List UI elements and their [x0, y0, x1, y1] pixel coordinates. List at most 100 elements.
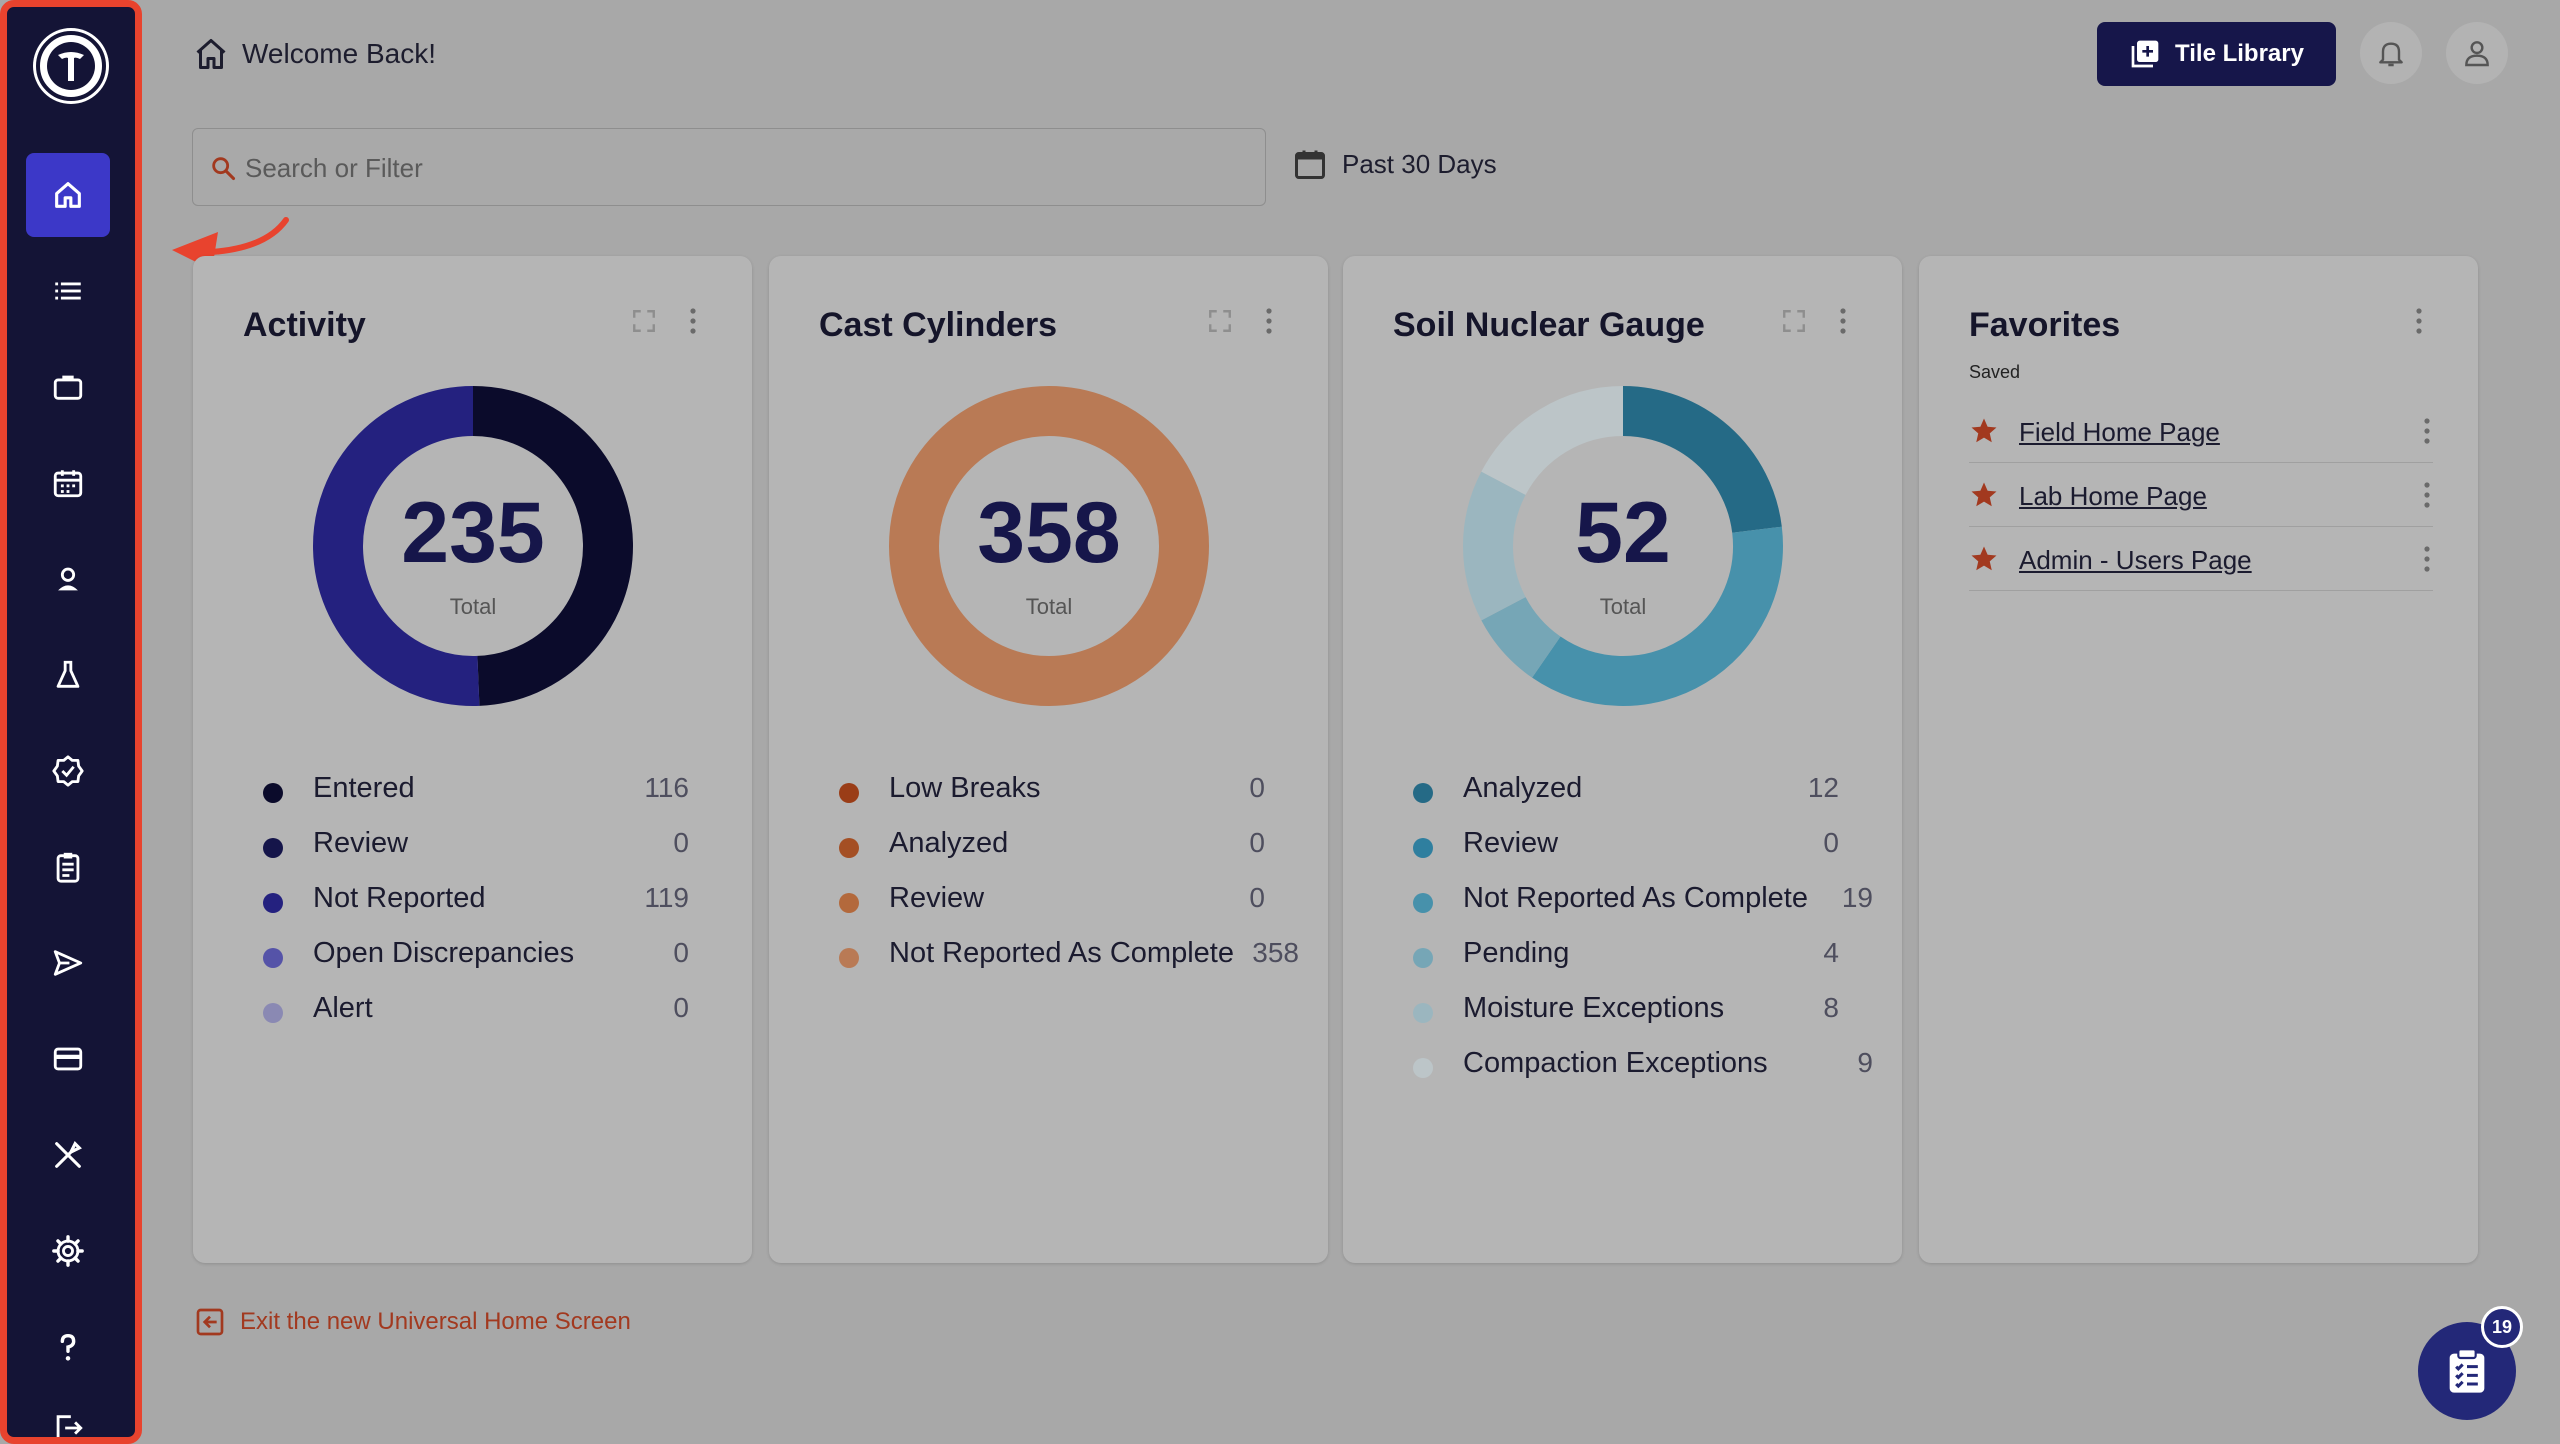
sidebar-item-tools[interactable] — [26, 1113, 110, 1197]
sidebar-item-list[interactable] — [26, 249, 110, 333]
legend-item[interactable]: Analyzed 0 — [819, 821, 1289, 876]
legend-dot-icon — [839, 783, 859, 803]
favorites-subtitle: Saved — [1969, 362, 2021, 382]
gear-icon — [52, 1235, 84, 1267]
legend-item[interactable]: Open Discrepancies 0 — [243, 931, 713, 986]
more-vertical-icon[interactable] — [2421, 480, 2433, 510]
legend-item[interactable]: Moisture Exceptions 8 — [1393, 986, 1863, 1041]
legend-value: 8 — [1823, 992, 1839, 1023]
legend-item[interactable]: Compaction Exceptions 9 — [1393, 1041, 1873, 1096]
favorite-link[interactable]: Field Home Page — [2019, 417, 2220, 447]
legend-item[interactable]: Analyzed 12 — [1393, 766, 1863, 821]
legend-value: 116 — [644, 772, 689, 803]
profile-button[interactable] — [2446, 22, 2508, 84]
favorite-item: Lab Home Page — [1969, 464, 2433, 527]
app-logo[interactable] — [36, 31, 106, 101]
legend-value: 358 — [1252, 937, 1299, 968]
legend-item[interactable]: Not Reported As Complete 19 — [1393, 876, 1873, 931]
more-vertical-icon[interactable] — [2421, 544, 2433, 574]
expand-icon[interactable] — [1781, 308, 1807, 334]
bell-icon — [2379, 42, 2403, 67]
expand-icon[interactable] — [1207, 308, 1233, 334]
legend-item[interactable]: Review 0 — [819, 876, 1289, 931]
sidebar-item-lab[interactable] — [26, 633, 110, 717]
sidebar-item-reports[interactable] — [26, 825, 110, 909]
sidebar-item-people[interactable] — [26, 537, 110, 621]
star-icon[interactable] — [1969, 416, 1999, 446]
exit-universal-home-link[interactable]: Exit the new Universal Home Screen — [194, 1306, 631, 1338]
legend-dot-icon — [263, 948, 283, 968]
donut-total-label: Total — [450, 594, 496, 619]
calendar-icon — [1295, 150, 1325, 179]
clipboard-checklist-icon — [2449, 1348, 2485, 1393]
sidebar-item-approvals[interactable] — [26, 729, 110, 813]
star-icon[interactable] — [1969, 480, 1999, 510]
favorite-link[interactable]: Lab Home Page — [2019, 481, 2207, 511]
legend-value: 0 — [673, 992, 689, 1023]
favorite-link[interactable]: Admin - Users Page — [2019, 545, 2252, 575]
exit-label: Exit the new Universal Home Screen — [240, 1308, 631, 1335]
legend-dot-icon — [263, 838, 283, 858]
more-vertical-icon[interactable] — [1837, 306, 1849, 336]
more-vertical-icon[interactable] — [2421, 416, 2433, 446]
card-title: Cast Cylinders — [819, 306, 1058, 344]
search-input[interactable] — [243, 129, 1247, 207]
legend-dot-icon — [839, 893, 859, 913]
donut-total-label: Total — [1600, 594, 1646, 619]
legend-dot-icon — [263, 783, 283, 803]
expand-icon[interactable] — [631, 308, 657, 334]
search-icon — [212, 157, 236, 181]
favorite-item: Admin - Users Page — [1969, 528, 2433, 591]
sidebar-item-projects[interactable] — [26, 345, 110, 429]
legend-item[interactable]: Pending 4 — [1393, 931, 1863, 986]
donut-segment[interactable] — [472, 386, 633, 706]
notifications-button[interactable] — [2360, 22, 2422, 84]
legend-dot-icon — [839, 838, 859, 858]
legend-label: Not Reported As Complete — [1463, 882, 1808, 914]
legend-item[interactable]: Entered 116 — [243, 766, 713, 821]
fab-badge: 19 — [2481, 1306, 2523, 1348]
sidebar-item-home[interactable] — [26, 153, 110, 237]
star-icon[interactable] — [1969, 544, 1999, 574]
legend-item[interactable]: Not Reported 119 — [243, 876, 713, 931]
tile-library-label: Tile Library — [2175, 40, 2304, 67]
donut-segment[interactable] — [1463, 471, 1526, 621]
legend-item[interactable]: Review 0 — [1393, 821, 1863, 876]
more-vertical-icon[interactable] — [1263, 306, 1275, 336]
more-vertical-icon[interactable] — [687, 306, 699, 336]
sidebar-item-calendar[interactable] — [26, 441, 110, 525]
user-icon — [2465, 41, 2489, 67]
legend-item[interactable]: Review 0 — [243, 821, 713, 876]
sidebar-item-billing[interactable] — [26, 1017, 110, 1101]
sidebar-item-logout[interactable] — [26, 1401, 110, 1437]
page-title: Welcome Back! — [242, 38, 436, 69]
date-filter[interactable]: Past 30 Days — [1292, 146, 1497, 182]
legend-item[interactable]: Alert 0 — [243, 986, 713, 1041]
legend-label: Low Breaks — [889, 772, 1041, 804]
card-title: Activity — [243, 306, 366, 344]
donut-segment[interactable] — [889, 386, 1209, 706]
chart-legend: Low Breaks 0 Analyzed 0 Review 0 Not Reported … — [819, 766, 1299, 986]
donut-segment[interactable] — [1622, 386, 1782, 534]
tile-library-button[interactable]: Tile Library — [2097, 22, 2336, 86]
donut-segment[interactable] — [1481, 596, 1562, 678]
legend-label: Analyzed — [1463, 772, 1583, 804]
more-vertical-icon[interactable] — [2413, 306, 2425, 336]
home-icon[interactable] — [192, 36, 230, 72]
sidebar-item-settings[interactable] — [26, 1209, 110, 1293]
legend-item[interactable]: Low Breaks 0 — [819, 766, 1289, 821]
donut-segment[interactable] — [1481, 386, 1624, 496]
flask-icon — [56, 660, 80, 688]
donut-total: 358 — [977, 485, 1121, 581]
sidebar-item-send[interactable] — [26, 921, 110, 1005]
legend-value: 0 — [1249, 882, 1265, 913]
legend-value: 0 — [673, 937, 689, 968]
donut-segment[interactable] — [313, 386, 480, 706]
legend-dot-icon — [1413, 1003, 1433, 1023]
legend-dot-icon — [1413, 893, 1433, 913]
sidebar-item-help[interactable] — [26, 1305, 110, 1389]
legend-dot-icon — [263, 893, 283, 913]
legend-item[interactable]: Not Reported As Complete 358 — [819, 931, 1299, 986]
checklist-fab-button[interactable] — [2418, 1322, 2516, 1420]
donut-segment[interactable] — [1532, 526, 1783, 706]
